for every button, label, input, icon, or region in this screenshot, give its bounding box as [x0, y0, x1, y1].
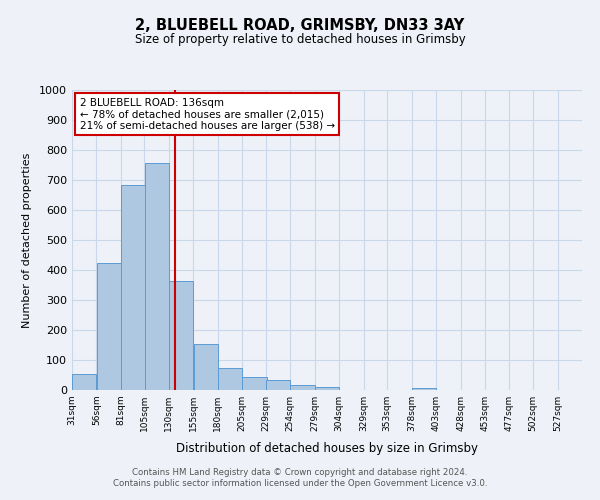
Text: Contains HM Land Registry data © Crown copyright and database right 2024.
Contai: Contains HM Land Registry data © Crown c…	[113, 468, 487, 487]
Bar	[266, 380, 290, 390]
Bar	[145, 163, 169, 390]
Bar	[194, 344, 218, 390]
Bar	[169, 281, 193, 390]
Bar	[72, 374, 97, 390]
Bar	[290, 385, 314, 390]
Text: 2, BLUEBELL ROAD, GRIMSBY, DN33 3AY: 2, BLUEBELL ROAD, GRIMSBY, DN33 3AY	[136, 18, 464, 32]
Bar	[242, 378, 266, 390]
Text: 2 BLUEBELL ROAD: 136sqm
← 78% of detached houses are smaller (2,015)
21% of semi: 2 BLUEBELL ROAD: 136sqm ← 78% of detache…	[80, 98, 335, 130]
Text: Size of property relative to detached houses in Grimsby: Size of property relative to detached ho…	[134, 32, 466, 46]
Bar	[121, 185, 145, 390]
Bar	[218, 368, 242, 390]
Bar	[412, 388, 436, 390]
Bar	[97, 264, 121, 390]
X-axis label: Distribution of detached houses by size in Grimsby: Distribution of detached houses by size …	[176, 442, 478, 456]
Y-axis label: Number of detached properties: Number of detached properties	[22, 152, 32, 328]
Bar	[315, 386, 339, 390]
